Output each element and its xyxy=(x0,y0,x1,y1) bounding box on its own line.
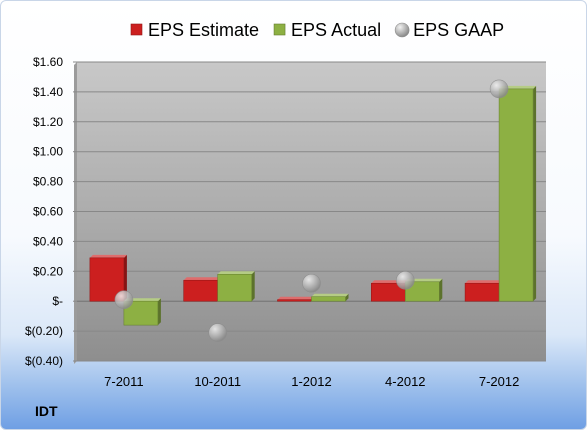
y-tick-label: $1.40 xyxy=(33,85,63,99)
bar-eps-actual xyxy=(217,271,255,302)
x-tick-label: 7-2012 xyxy=(479,374,519,389)
y-tick-label: $1.60 xyxy=(33,55,63,69)
bar-eps-estimate xyxy=(277,296,315,302)
marker-eps-gaap xyxy=(208,323,227,342)
bar-eps-actual xyxy=(498,85,537,302)
y-tick-label: $0.40 xyxy=(33,234,63,248)
plot-side-wall xyxy=(74,62,77,364)
bar-eps-estimate xyxy=(183,277,221,302)
marker-eps-gaap xyxy=(489,79,509,99)
marker-eps-gaap xyxy=(302,273,321,293)
y-tick-label: $0.20 xyxy=(33,264,63,278)
legend-swatch-eps-estimate xyxy=(130,23,143,36)
marker-eps-gaap xyxy=(395,270,415,290)
bar-eps-estimate xyxy=(464,280,503,302)
marker-eps-gaap xyxy=(114,290,134,310)
ticker-label: IDT xyxy=(35,403,58,419)
legend-label-eps-gaap: EPS GAAP xyxy=(413,20,504,40)
y-tick-label: $- xyxy=(52,294,63,308)
y-tick-label: $0.60 xyxy=(33,205,63,219)
x-tick-label: 4-2012 xyxy=(385,374,425,389)
y-tick-label: $0.80 xyxy=(33,175,63,189)
x-tick-label: 7-2011 xyxy=(104,374,144,389)
y-tick-label: $(0.20) xyxy=(25,324,63,338)
legend-label-eps-estimate: EPS Estimate xyxy=(148,20,259,40)
bar-eps-actual xyxy=(311,293,349,302)
x-tick-label: 1-2012 xyxy=(291,374,331,389)
x-tick-label: 10-2011 xyxy=(194,374,241,389)
y-tick-label: $1.20 xyxy=(33,115,63,129)
legend-label-eps-actual: EPS Actual xyxy=(291,20,381,40)
y-tick-label: $1.00 xyxy=(33,145,63,159)
legend-swatch-eps-gaap xyxy=(394,22,410,38)
y-tick-label: $(0.40) xyxy=(25,354,63,368)
legend-swatch-eps-actual xyxy=(273,23,286,36)
